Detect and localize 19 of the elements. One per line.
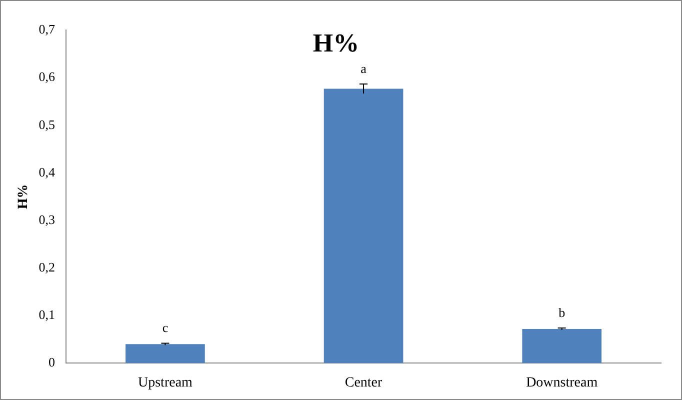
annotation: b: [558, 304, 566, 320]
y-tick-label: 0,6: [38, 69, 56, 84]
y-tick-label: 0,4: [38, 164, 56, 180]
bar: [126, 344, 205, 364]
y-axis-title: H%: [16, 184, 32, 210]
y-tick-label: 0: [48, 354, 56, 370]
x-tick-label: Center: [344, 375, 383, 390]
y-tick-label: 0,3: [38, 212, 56, 227]
bar: [324, 88, 404, 364]
x-tick-label: Downstream: [526, 375, 598, 390]
y-tick-label: 0,5: [38, 116, 56, 132]
x-tick-label: Upstream: [138, 375, 193, 390]
annotation: a: [360, 60, 367, 76]
y-tick-label: 0,2: [38, 259, 56, 274]
y-tick-label: 0,1: [38, 307, 56, 322]
chart-title: H%: [312, 28, 360, 58]
y-tick-label: 0,7: [38, 22, 56, 37]
bar: [522, 328, 602, 364]
annotation: c: [162, 320, 168, 336]
